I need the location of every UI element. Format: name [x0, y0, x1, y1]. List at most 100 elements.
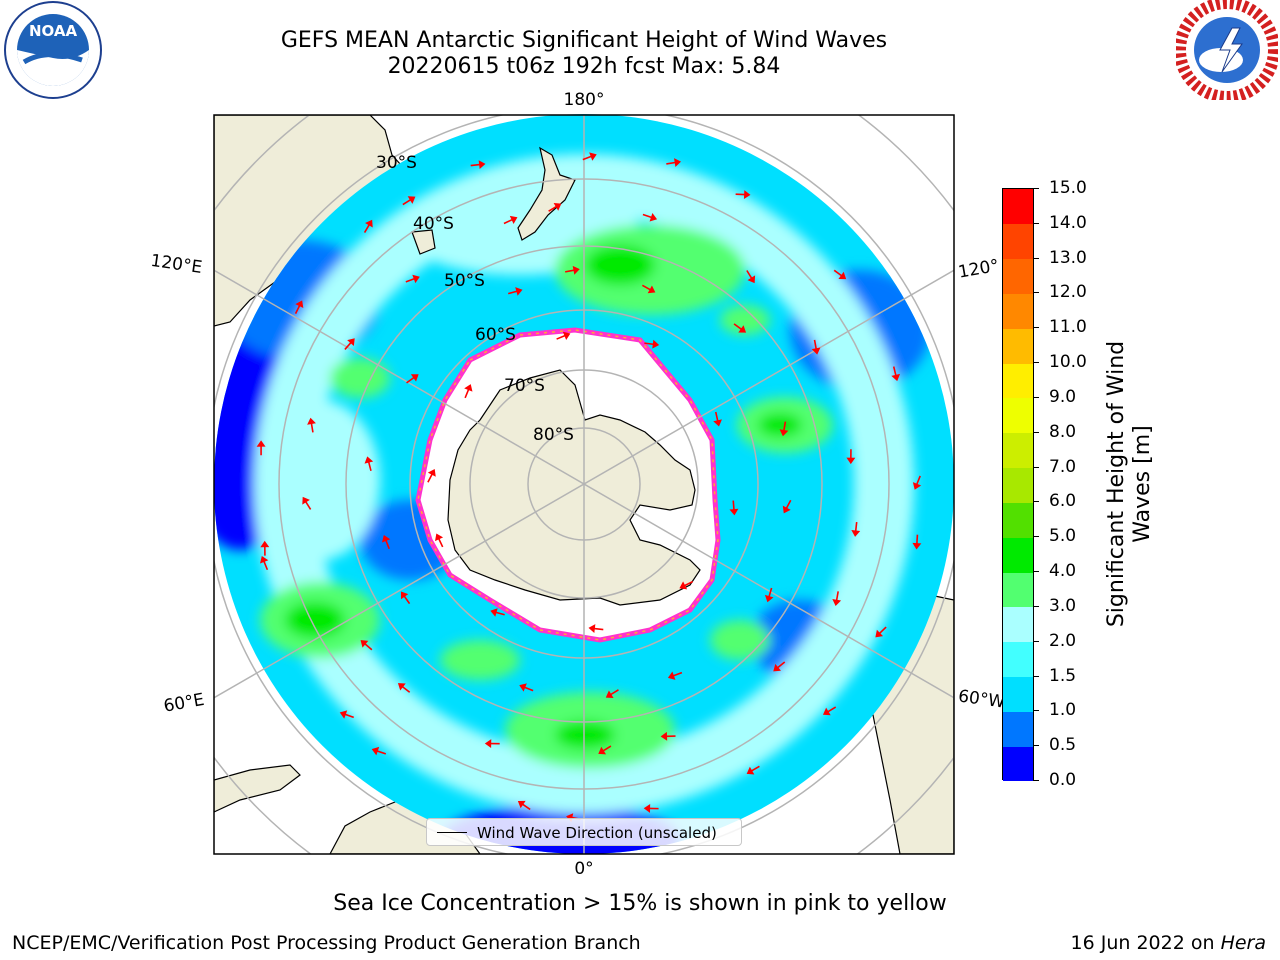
wave-arrow-head — [360, 640, 369, 648]
wave-arrow-head — [397, 683, 406, 691]
colorbar-tick: 8.0 — [1032, 423, 1076, 441]
map-title: GEFS MEAN Antarctic Significant Height o… — [280, 28, 888, 53]
wave-arrow-head — [832, 598, 842, 606]
madagascar-land — [214, 764, 301, 813]
wave-arrow-head — [407, 196, 416, 204]
map-border — [213, 114, 955, 855]
wave-arrow-head — [779, 429, 789, 437]
wave-arrow-head — [307, 417, 316, 425]
wave-arrow-head — [256, 440, 266, 447]
colorbar-segment — [1003, 502, 1033, 538]
wave-arrow-head — [517, 800, 526, 809]
wave-arrow-head — [400, 591, 409, 600]
wave-arrow-shaft — [263, 561, 269, 571]
colorbar-segment — [1003, 397, 1033, 434]
wave-arrow-head — [912, 542, 922, 550]
wave-arrow-shaft — [833, 269, 842, 277]
wave-arrow-head — [649, 212, 658, 222]
colorbar-segment — [1003, 467, 1033, 503]
wave-arrow-shaft — [835, 591, 839, 601]
lat-label-40s: 40°S — [413, 214, 454, 234]
colorbar-segment — [1003, 293, 1033, 329]
colorbar-segment — [1003, 572, 1033, 608]
colorbar-segment — [1003, 189, 1033, 225]
wave-arrow-shaft — [673, 671, 683, 677]
wave-arrow-head — [667, 671, 676, 680]
wave-arrow-shaft — [402, 686, 411, 693]
colorbar-segment — [1003, 328, 1033, 364]
lon-label-60e: 60°E — [162, 690, 206, 717]
new-zealand-land — [517, 146, 576, 241]
colorbar-tick: 5.0 — [1032, 528, 1076, 545]
wave-arrow-shaft — [522, 803, 531, 811]
wave-arrow-shaft — [602, 745, 612, 752]
wave-arrow-head — [746, 766, 755, 775]
wave-arrow-head — [427, 469, 436, 477]
colorbar-segment — [1003, 711, 1033, 747]
wave-arrow-head — [851, 530, 861, 537]
wave-arrow-shaft — [751, 765, 760, 772]
lat-label-80s: 80°S — [533, 425, 574, 445]
colorbar-label-line1: Significant Height of Wind — [1104, 340, 1129, 628]
wave-arrow-head — [747, 275, 756, 284]
lon-label-60w: 60°W — [957, 686, 1006, 712]
wave-arrow-head — [647, 285, 656, 294]
lat-label-60s: 60°S — [475, 325, 516, 345]
map-subtitle: 20220615 t06z 192h fcst Max: 5.84 — [387, 54, 781, 79]
colorbar-tick: 11.0 — [1033, 319, 1087, 336]
wave-arrow-shaft — [438, 538, 444, 548]
wave-arrow-shaft — [644, 342, 654, 346]
footer-date: 16 Jun 2022 on Hera — [1071, 932, 1267, 954]
wave-arrow-head — [347, 338, 355, 347]
wave-arrow-head — [515, 287, 523, 296]
wave-arrow-head — [260, 555, 269, 564]
wave-arrow-shaft — [364, 643, 373, 651]
wave-arrow-shaft — [305, 501, 312, 510]
wave-arrow-shaft — [783, 421, 787, 431]
wave-arrow-shaft — [507, 290, 518, 295]
wave-arrow-shaft — [548, 205, 557, 212]
wave-arrow-shaft — [610, 689, 619, 696]
wave-arrow-head — [679, 581, 688, 590]
wave-arrow-shaft — [403, 595, 411, 605]
wave-arrow-head — [738, 325, 747, 333]
footer-date-text: 16 Jun 2022 on — [1070, 932, 1215, 954]
wave-arrow-head — [509, 215, 518, 224]
wave-arrow-shaft — [406, 376, 415, 384]
wave-arrow-shaft — [464, 389, 470, 399]
wave-arrow-shaft — [641, 284, 651, 291]
footer-host: Hera — [1220, 932, 1266, 954]
wave-arrow-head — [652, 339, 660, 349]
wave-arrow-shaft — [666, 161, 676, 165]
wave-arrow-shaft — [916, 475, 921, 485]
wave-arrow-shaft — [565, 269, 575, 273]
wave-arrow-head — [764, 594, 774, 603]
wave-arrow-head — [364, 456, 374, 464]
colorbar-tick: 15.0 — [1033, 180, 1087, 197]
wave-arrow-head — [562, 331, 571, 340]
wave-arrow-shaft — [427, 473, 433, 483]
wave-arrow-head — [435, 533, 444, 542]
noaa-logo-text: NOAA — [29, 22, 78, 40]
wave-arrow-shaft — [344, 342, 352, 350]
colorbar-segment — [1003, 363, 1033, 399]
wave-arrow-shaft — [470, 163, 480, 167]
wave-arrow-head — [643, 803, 651, 813]
wave-arrow-head — [519, 683, 527, 692]
wave-arrow-head — [464, 384, 473, 392]
wave-arrow-head — [838, 271, 847, 280]
wave-arrow-shaft — [402, 199, 411, 206]
wave-arrow-head — [846, 457, 856, 465]
colorbar-tick: 13.0 — [1033, 249, 1087, 267]
colorbar-tick: 0.0 — [1032, 772, 1076, 789]
colorbar — [1002, 188, 1034, 782]
colorbar-segment — [1003, 606, 1033, 643]
wave-arrow-head — [339, 710, 348, 719]
antarctica-land — [447, 369, 701, 606]
wave-arrow-shaft — [785, 499, 792, 509]
wave-arrow-head — [773, 663, 781, 672]
wave-arrow-shaft — [916, 534, 919, 544]
noaa-logo-icon: NOAA — [4, 1, 102, 99]
wave-arrow-head — [660, 731, 668, 741]
colorbar-label: Significant Height of Wind Waves [m] — [1104, 284, 1156, 684]
